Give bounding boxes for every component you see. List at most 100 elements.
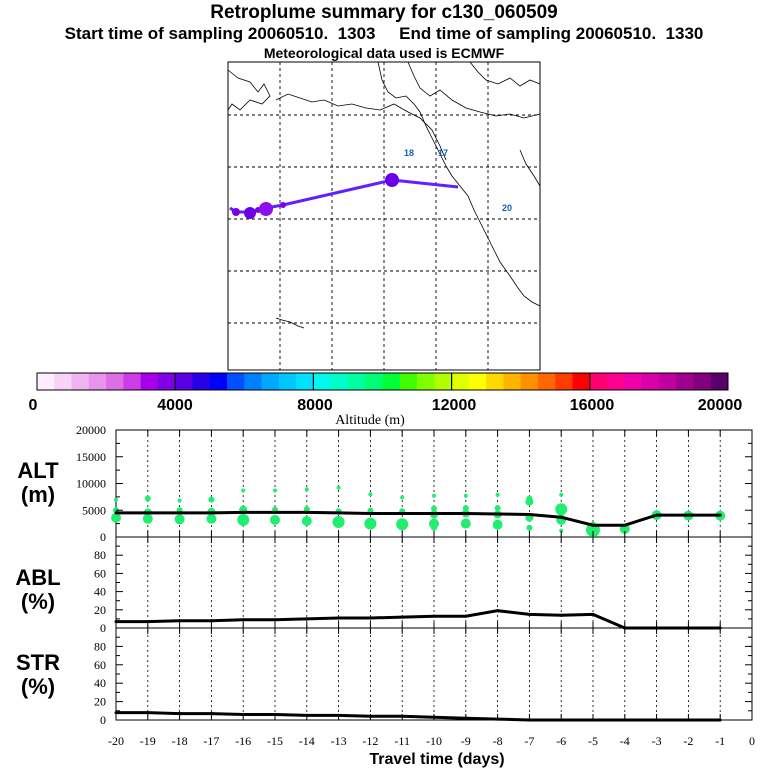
x-tick-label: 0: [749, 734, 755, 748]
y-tick-label: 60: [94, 658, 106, 672]
abl-fraction-line: [116, 609, 721, 630]
abl-fraction-point: [178, 619, 182, 623]
colorbar-tick-label: 16000: [570, 397, 615, 414]
trajectory-marker: [259, 202, 273, 216]
colorbar-cell: [261, 373, 280, 390]
colorbar-cell: [537, 373, 556, 390]
trajectory-map: 18 17 20: [227, 61, 541, 371]
alt-panel-unit: (m): [21, 482, 55, 507]
colorbar-tick-label: 0: [29, 397, 38, 414]
trajectory-marker: [280, 202, 286, 208]
altitude-cluster-dot: [114, 497, 118, 502]
colorbar-cell: [313, 373, 332, 390]
colorbar-cell: [572, 373, 591, 390]
str-fraction-point: [209, 712, 213, 716]
mean-altitude-point: [591, 523, 595, 527]
y-tick-label: 10000: [76, 477, 106, 491]
altitude-cluster-dot: [364, 517, 377, 530]
altitude-cluster-dot: [144, 495, 151, 502]
altitude-cluster-dot: [557, 507, 566, 516]
colorbar-tick-label: 4000: [157, 397, 193, 414]
altitude-cluster-dot: [273, 488, 277, 493]
x-tick-label: -2: [683, 734, 693, 748]
mean-altitude-line: [116, 510, 721, 527]
abl-fraction-point: [432, 614, 436, 618]
mean-altitude-point: [146, 511, 150, 515]
colorbar-cell: [278, 373, 297, 390]
altitude-cluster-dot: [304, 487, 309, 492]
y-tick-label: 80: [94, 639, 106, 653]
str-fraction-point: [178, 712, 182, 716]
x-tick-label: -5: [588, 734, 598, 748]
x-tick-label: -7: [524, 734, 534, 748]
abl-fraction-point: [305, 617, 309, 621]
altitude-cluster-dot: [301, 516, 312, 526]
time-series-panels: 0 5000 10000 15000 20000 0 20 40 60 80 0 20 40 60 80 -2…: [15, 423, 755, 768]
abl-fraction-point: [241, 618, 245, 622]
altitude-cluster-dot: [462, 505, 469, 512]
colorbar-cell: [88, 373, 107, 390]
y-tick-label: 40: [94, 676, 106, 690]
y-tick-label: 20: [94, 695, 106, 709]
x-tick-label: -1: [715, 734, 725, 748]
colorbar-cell: [330, 373, 349, 390]
altitude-cluster-dot: [495, 492, 500, 497]
mean-altitude-point: [241, 510, 245, 514]
x-tick-label: -8: [493, 734, 503, 748]
colorbar-cell: [607, 373, 625, 390]
x-tick-label: -12: [362, 734, 378, 748]
map-day-label: 20: [502, 203, 512, 213]
colorbar-cell: [434, 373, 452, 390]
x-tick-label: -20: [108, 734, 124, 748]
altitude-cluster-dot: [431, 524, 437, 531]
mean-altitude-point: [209, 511, 213, 515]
colorbar-cell: [503, 373, 522, 390]
str-fraction-point: [114, 711, 118, 715]
coastline-north: [275, 93, 447, 161]
colorbar-cell: [624, 373, 643, 390]
abl-fraction-point: [114, 620, 118, 624]
x-tick-label: -3: [652, 734, 662, 748]
colorbar-tick-label: 8000: [297, 397, 333, 414]
altitude-colorbar: 0 4000 8000 12000 16000 20000 Altitude (…: [29, 372, 742, 428]
colorbar-cell: [227, 373, 245, 390]
str-fraction-point: [146, 711, 150, 715]
mean-altitude-point: [527, 513, 531, 517]
map-day-label: 18: [404, 148, 414, 158]
colorbar-cell: [658, 373, 677, 390]
colorbar-cell: [468, 373, 487, 390]
colorbar-cell: [244, 373, 262, 390]
trajectory-marker: [244, 207, 256, 219]
colorbar-frame: [36, 372, 729, 391]
y-tick-label: 80: [94, 548, 106, 562]
str-panel-unit: (%): [21, 674, 55, 699]
mean-altitude-point: [114, 511, 118, 515]
altitude-cluster-dot: [270, 514, 280, 525]
altitude-cluster-dot: [431, 505, 437, 512]
colorbar-cell: [676, 373, 694, 390]
sampling-times: Start time of sampling 20060510. 1303 En…: [64, 24, 704, 43]
colorbar-cell: [37, 373, 55, 390]
x-tick-label: -10: [426, 734, 442, 748]
abl-fraction-point: [337, 616, 341, 620]
colorbar-cell: [486, 373, 504, 390]
colorbar-cell: [140, 373, 159, 390]
altitude-cluster-dot: [177, 498, 182, 503]
mean-altitude-point: [337, 511, 341, 515]
x-tick-label: -6: [556, 734, 566, 748]
altitude-cluster-dot: [237, 513, 250, 526]
y-tick-label: 20000: [76, 423, 106, 437]
map-day-label: 17: [438, 148, 448, 158]
colorbar-cell: [175, 373, 193, 390]
mean-altitude-point: [623, 523, 627, 527]
abl-fraction-point: [464, 614, 468, 618]
abl-panel-label: ABL: [15, 565, 60, 590]
colorbar-cell: [710, 373, 729, 390]
altitude-cluster-dot: [368, 492, 373, 497]
hawaii-islands: [275, 317, 305, 329]
x-tick-label: -9: [461, 734, 471, 748]
mean-altitude-point: [368, 511, 372, 515]
y-tick-label: 0: [100, 530, 106, 544]
altitude-cluster-dot: [559, 492, 564, 497]
mean-altitude-point: [432, 511, 436, 515]
